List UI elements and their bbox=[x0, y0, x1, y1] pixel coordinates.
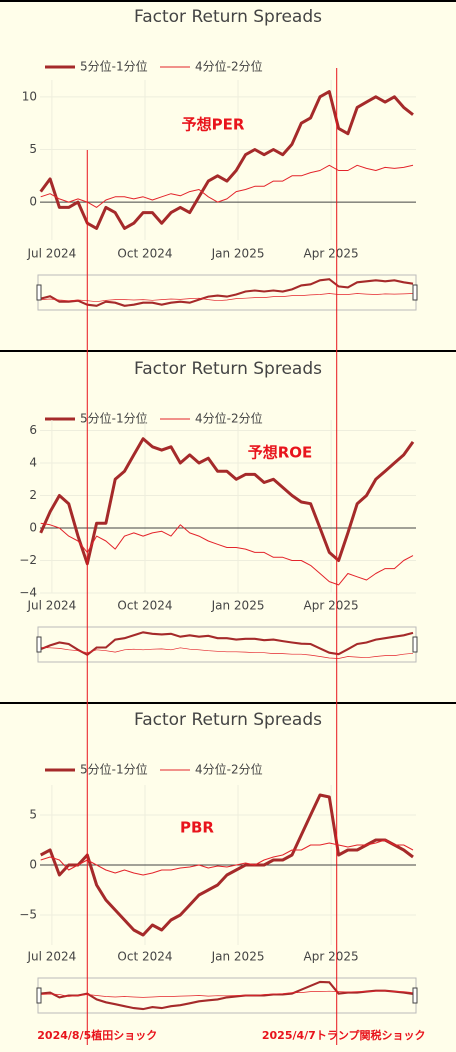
legend-label: 5分位-1分位 bbox=[80, 411, 148, 426]
y-tick-label: 4 bbox=[29, 456, 37, 470]
x-tick-label: Jul 2024 bbox=[26, 950, 76, 964]
slider-handle bbox=[412, 987, 418, 1004]
x-tick-label: Jan 2025 bbox=[211, 599, 265, 613]
y-tick-label: 5 bbox=[29, 808, 37, 822]
y-tick-label: −4 bbox=[19, 586, 37, 600]
y-tick-label: −5 bbox=[19, 908, 37, 922]
legend-label: 4分位-2分位 bbox=[195, 762, 263, 777]
x-tick-label: Apr 2025 bbox=[304, 950, 359, 964]
x-tick-label: Jan 2025 bbox=[211, 950, 265, 964]
series-line bbox=[39, 793, 414, 937]
slider-line bbox=[40, 980, 414, 1011]
series-line bbox=[39, 90, 414, 230]
y-tick-label: 10 bbox=[22, 89, 37, 103]
slider-line bbox=[40, 278, 414, 307]
x-tick-label: Oct 2024 bbox=[117, 599, 172, 613]
legend-label: 4分位-2分位 bbox=[195, 411, 263, 426]
x-tick-label: Jan 2025 bbox=[211, 247, 265, 261]
y-tick-label: 0 bbox=[29, 858, 37, 872]
x-tick-label: Apr 2025 bbox=[304, 599, 359, 613]
series-line bbox=[40, 522, 414, 586]
slider-handle bbox=[412, 636, 418, 653]
slider-line bbox=[40, 293, 414, 303]
slider-line bbox=[40, 990, 414, 998]
series-line bbox=[39, 437, 415, 566]
y-tick-label: 0 bbox=[29, 521, 37, 535]
legend-label: 4分位-2分位 bbox=[195, 59, 263, 74]
y-tick-label: 0 bbox=[29, 195, 37, 209]
x-tick-label: Oct 2024 bbox=[117, 950, 172, 964]
x-tick-label: Apr 2025 bbox=[304, 247, 359, 261]
annotation: 予想PER bbox=[182, 116, 245, 134]
series-line bbox=[40, 839, 414, 876]
series-line bbox=[40, 164, 414, 208]
chart-title: Factor Return Spreads bbox=[134, 7, 322, 27]
chart-title: Factor Return Spreads bbox=[134, 710, 322, 730]
annotation: PBR bbox=[180, 819, 214, 837]
event-label: 2025/4/7トランプ関税ショック bbox=[262, 1028, 426, 1042]
y-tick-label: 6 bbox=[29, 423, 37, 437]
slider-line bbox=[40, 647, 414, 659]
slider-line bbox=[40, 631, 414, 657]
x-tick-label: Jul 2024 bbox=[26, 247, 76, 261]
y-tick-label: 5 bbox=[29, 142, 37, 156]
legend-label: 5分位-1分位 bbox=[80, 762, 148, 777]
slider-handle bbox=[36, 284, 42, 301]
annotation: 予想ROE bbox=[248, 444, 313, 462]
legend-label: 5分位-1分位 bbox=[80, 59, 148, 74]
event-label: 2024/8/5植田ショック bbox=[37, 1028, 157, 1042]
x-tick-label: Oct 2024 bbox=[117, 247, 172, 261]
x-tick-label: Jul 2024 bbox=[26, 599, 76, 613]
slider-handle bbox=[412, 284, 418, 301]
y-tick-label: 2 bbox=[29, 488, 37, 502]
chart-title: Factor Return Spreads bbox=[134, 359, 322, 379]
y-tick-label: −2 bbox=[19, 553, 37, 567]
slider-handle bbox=[36, 636, 42, 653]
slider-handle bbox=[36, 987, 42, 1004]
